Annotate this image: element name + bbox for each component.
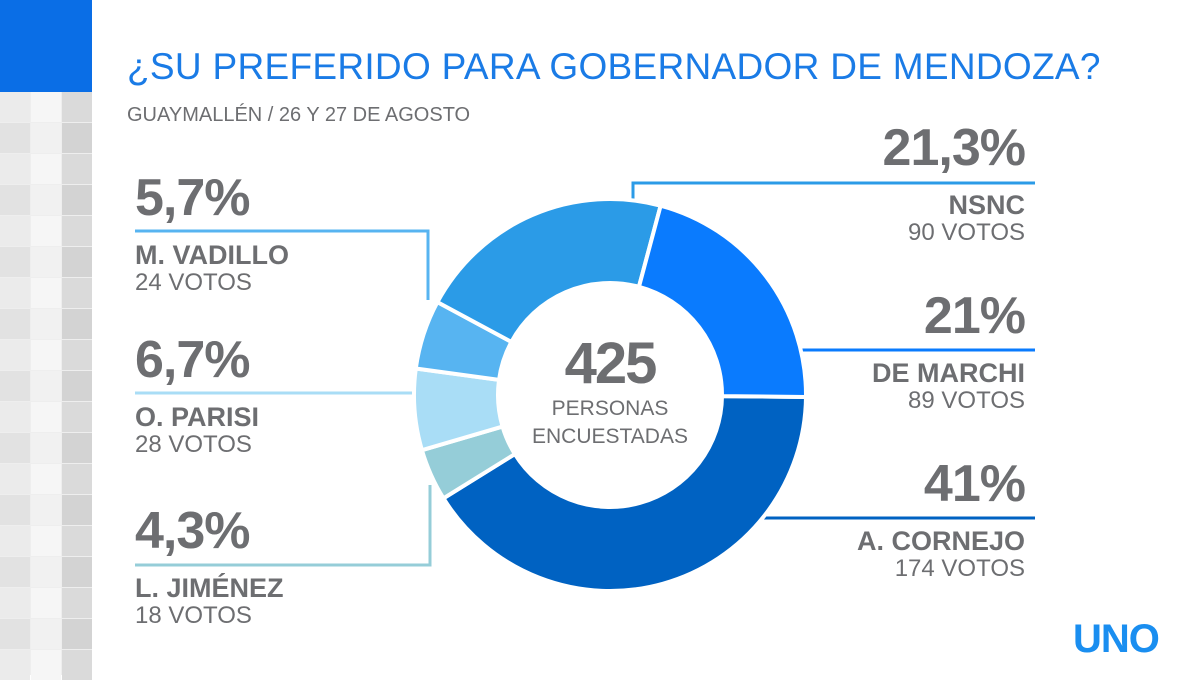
total-label-2: ENCUESTADAS — [532, 425, 688, 448]
label-jimenez: 4,3% L. JIMÉNEZ 18 VOTOS — [135, 505, 284, 628]
chart-subtitle: GUAYMALLÉN / 26 Y 27 DE AGOSTO — [127, 104, 471, 126]
leader-line — [631, 181, 1035, 205]
donut-slice — [636, 203, 808, 399]
donut-slice — [434, 197, 664, 345]
decorative-side-strip — [0, 0, 92, 680]
slice-name: L. JIMÉNEZ — [135, 573, 284, 603]
chart-title: ¿SU PREFERIDO PARA GOBERNADOR DE MENDOZA… — [127, 46, 1101, 87]
slice-votes: 174 VOTOS — [894, 555, 1025, 582]
slice-votes: 24 VOTOS — [135, 269, 252, 296]
slice-name: DE MARCHI — [872, 358, 1025, 388]
donut-slice — [440, 394, 809, 593]
slice-votes: 18 VOTOS — [135, 602, 252, 629]
label-parisi: 6,7% O. PARISI 28 VOTOS — [135, 334, 259, 457]
total-count: 425 — [564, 331, 658, 396]
label-de-marchi: 21% DE MARCHI 89 VOTOS — [872, 287, 1026, 414]
uno-logo: UNO — [1073, 617, 1160, 661]
slice-votes: 90 VOTOS — [908, 219, 1025, 246]
label-vadillo: 5,7% M. VADILLO 24 VOTOS — [135, 172, 289, 295]
label-nsnc: 21,3% NSNC 90 VOTOS — [882, 119, 1026, 246]
label-cornejo: 41% A. CORNEJO 174 VOTOS — [856, 455, 1026, 582]
slice-name: M. VADILLO — [135, 240, 289, 270]
data-label: 6,7% — [135, 331, 251, 389]
data-label: 21,3% — [882, 119, 1026, 177]
leader-line — [135, 229, 430, 300]
slice-name: NSNC — [948, 190, 1025, 220]
data-label: 4,3% — [135, 502, 251, 560]
slice-votes: 89 VOTOS — [908, 387, 1025, 414]
data-label: 41% — [923, 455, 1026, 513]
leader-line — [135, 485, 432, 567]
total-label-1: PERSONAS — [551, 397, 669, 420]
slice-votes: 28 VOTOS — [135, 431, 252, 458]
slice-name: A. CORNEJO — [856, 526, 1025, 556]
donut-center: 425 PERSONAS ENCUESTADAS — [510, 335, 710, 449]
data-label: 21% — [923, 287, 1026, 345]
slice-name: O. PARISI — [135, 402, 260, 432]
data-label: 5,7% — [135, 169, 251, 227]
